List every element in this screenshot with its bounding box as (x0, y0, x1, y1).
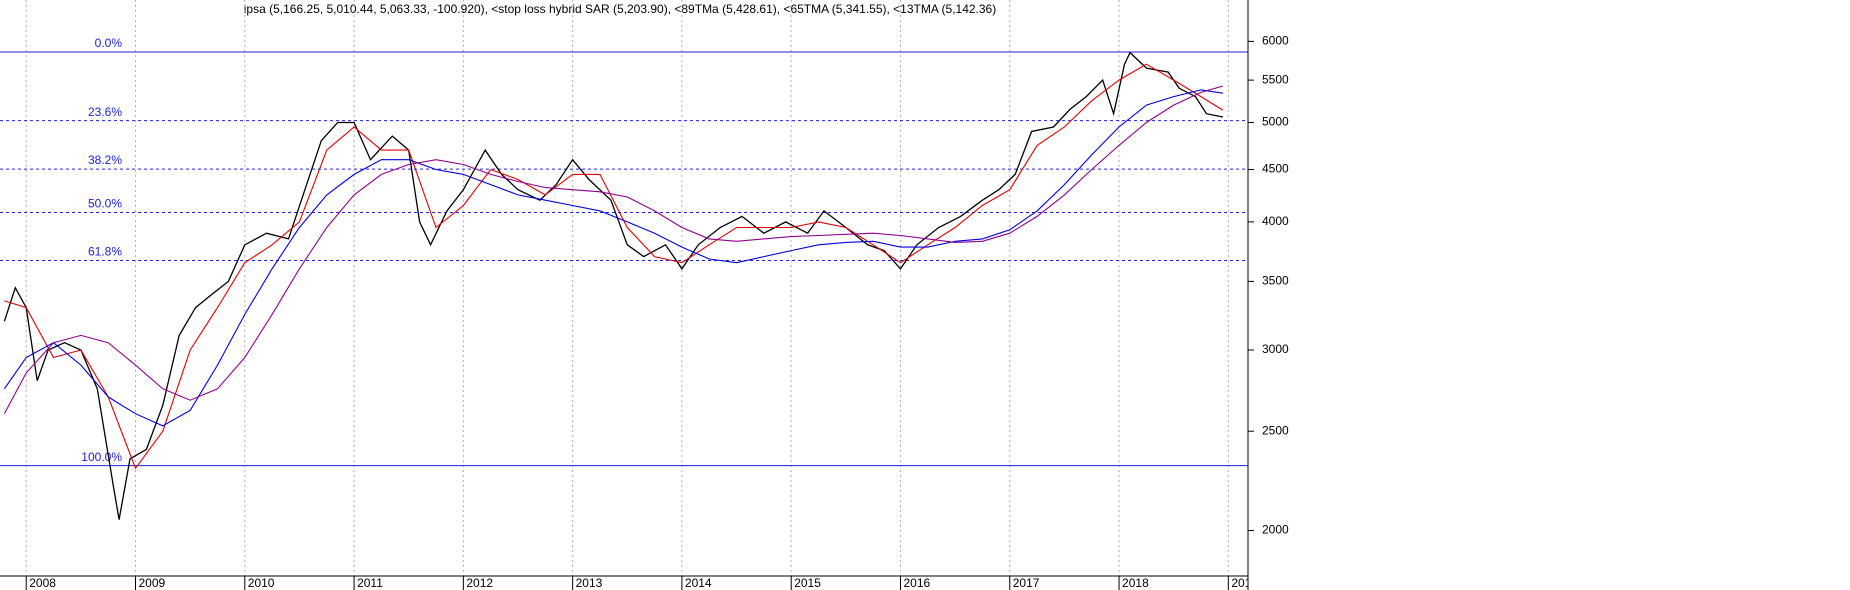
y-tick-label: 3500 (1262, 274, 1289, 288)
y-tick-label: 3000 (1262, 342, 1289, 356)
y-tick-label: 2500 (1262, 423, 1289, 437)
x-tick-label: 2008 (29, 576, 56, 590)
y-tick-label: 5500 (1262, 72, 1289, 86)
series-line (3, 89, 1223, 427)
series-line (3, 51, 1224, 520)
x-tick-label: 201 (1231, 576, 1251, 590)
chart-title: ipsa (5,166.25, 5,010.44, 5,063.33, -100… (244, 2, 996, 16)
fib-label: 61.8% (88, 245, 122, 259)
x-tick-label: 2013 (576, 576, 603, 590)
fib-label: 50.0% (88, 197, 122, 211)
x-tick-label: 2014 (685, 576, 712, 590)
x-tick-label: 2018 (1122, 576, 1149, 590)
x-tick-label: 2011 (357, 576, 383, 590)
fib-label: 23.6% (88, 105, 122, 119)
x-tick-label: 2010 (248, 576, 275, 590)
y-tick-label: 4000 (1262, 214, 1289, 228)
x-tick-label: 2015 (794, 576, 821, 590)
x-tick-label: 2016 (903, 576, 930, 590)
x-tick-label: 2012 (466, 576, 493, 590)
series-line (4, 63, 1224, 470)
y-tick-label: 2000 (1262, 523, 1289, 537)
y-tick-label: 5000 (1262, 115, 1289, 129)
y-tick-label: 4500 (1262, 162, 1289, 176)
fib-label: 0.0% (95, 36, 123, 50)
fib-label: 38.2% (88, 153, 122, 167)
y-tick-label: 6000 (1262, 34, 1289, 48)
axis-panel (1248, 0, 1850, 590)
fib-label: 100.0% (81, 450, 122, 464)
series-line (3, 85, 1224, 414)
x-tick-label: 2017 (1013, 576, 1040, 590)
x-tick-label: 2009 (139, 576, 166, 590)
